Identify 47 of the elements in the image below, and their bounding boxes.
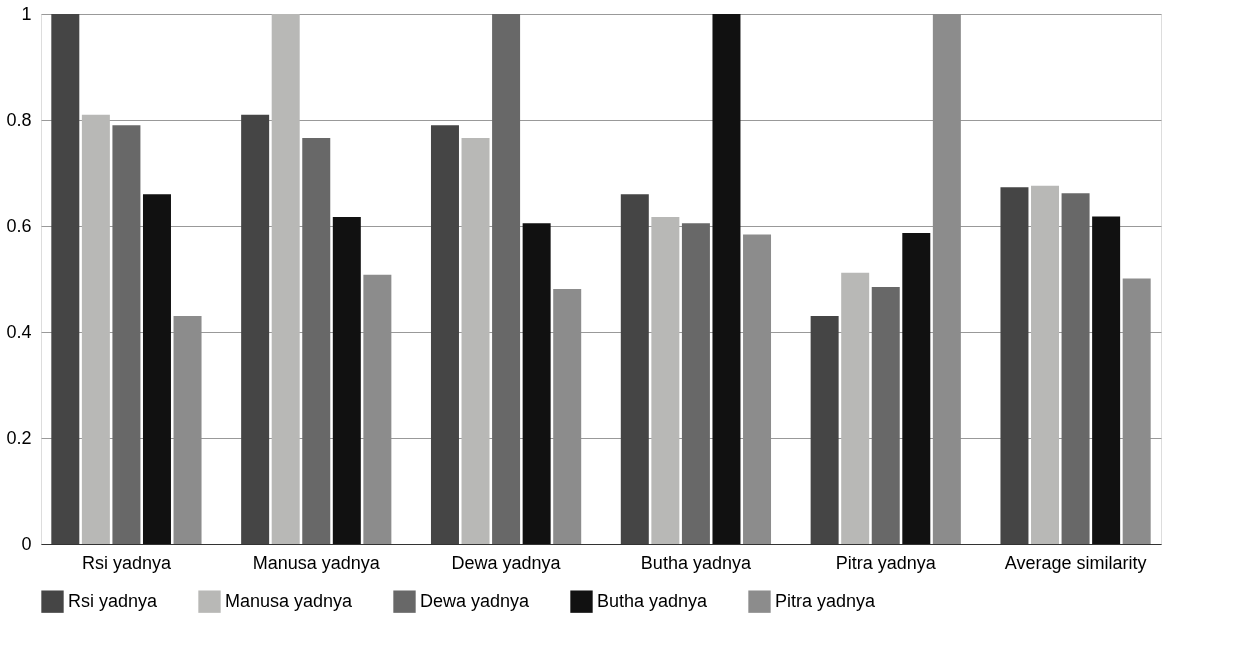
bar: [492, 14, 521, 544]
bar: [51, 14, 80, 544]
y-tick-label: 0.2: [6, 427, 32, 448]
bar: [712, 14, 741, 544]
bar: [522, 223, 551, 544]
y-tick-label: 0.6: [6, 215, 32, 236]
y-tick-label: 0.8: [6, 109, 32, 130]
y-tick-label: 0: [21, 533, 32, 554]
x-tick-label: Rsi yadnya: [81, 552, 172, 573]
legend-label: Manusa yadnya: [225, 590, 354, 611]
bar: [173, 316, 202, 544]
bar: [871, 286, 900, 544]
bar: [1092, 216, 1121, 544]
bar: [681, 223, 710, 544]
y-tick-label: 1: [21, 3, 32, 24]
bar: [743, 234, 772, 544]
bar: [271, 14, 300, 544]
x-tick-label: Manusa yadnya: [252, 552, 381, 573]
bar: [332, 216, 361, 544]
bar: [902, 232, 931, 544]
bar: [81, 114, 110, 544]
x-tick-label: Average similarity: [1004, 552, 1147, 573]
bar: [932, 14, 961, 544]
bar: [841, 272, 870, 544]
bar: [553, 289, 582, 544]
bar: [1061, 193, 1090, 544]
x-tick-label: Dewa yadnya: [451, 552, 562, 573]
bar: [112, 125, 141, 544]
bar: [1031, 185, 1060, 544]
y-tick-label: 0.4: [6, 321, 32, 342]
bar: [461, 138, 490, 544]
legend-label: Pitra yadnya: [775, 590, 877, 611]
x-tick-label: Pitra yadnya: [835, 552, 937, 573]
bar: [363, 274, 392, 544]
bar: [651, 216, 680, 544]
bar: [1000, 187, 1029, 544]
x-tick-label: Butha yadnya: [640, 552, 752, 573]
legend-label: Dewa yadnya: [420, 590, 531, 611]
legend-label: Rsi yadnya: [68, 590, 159, 611]
bar: [241, 114, 270, 544]
bar: [620, 194, 649, 544]
legend-label: Butha yadnya: [597, 590, 709, 611]
bar: [1122, 278, 1151, 544]
bar: [810, 316, 839, 544]
bar: [430, 125, 459, 544]
bar: [142, 194, 171, 544]
bar: [302, 138, 331, 544]
